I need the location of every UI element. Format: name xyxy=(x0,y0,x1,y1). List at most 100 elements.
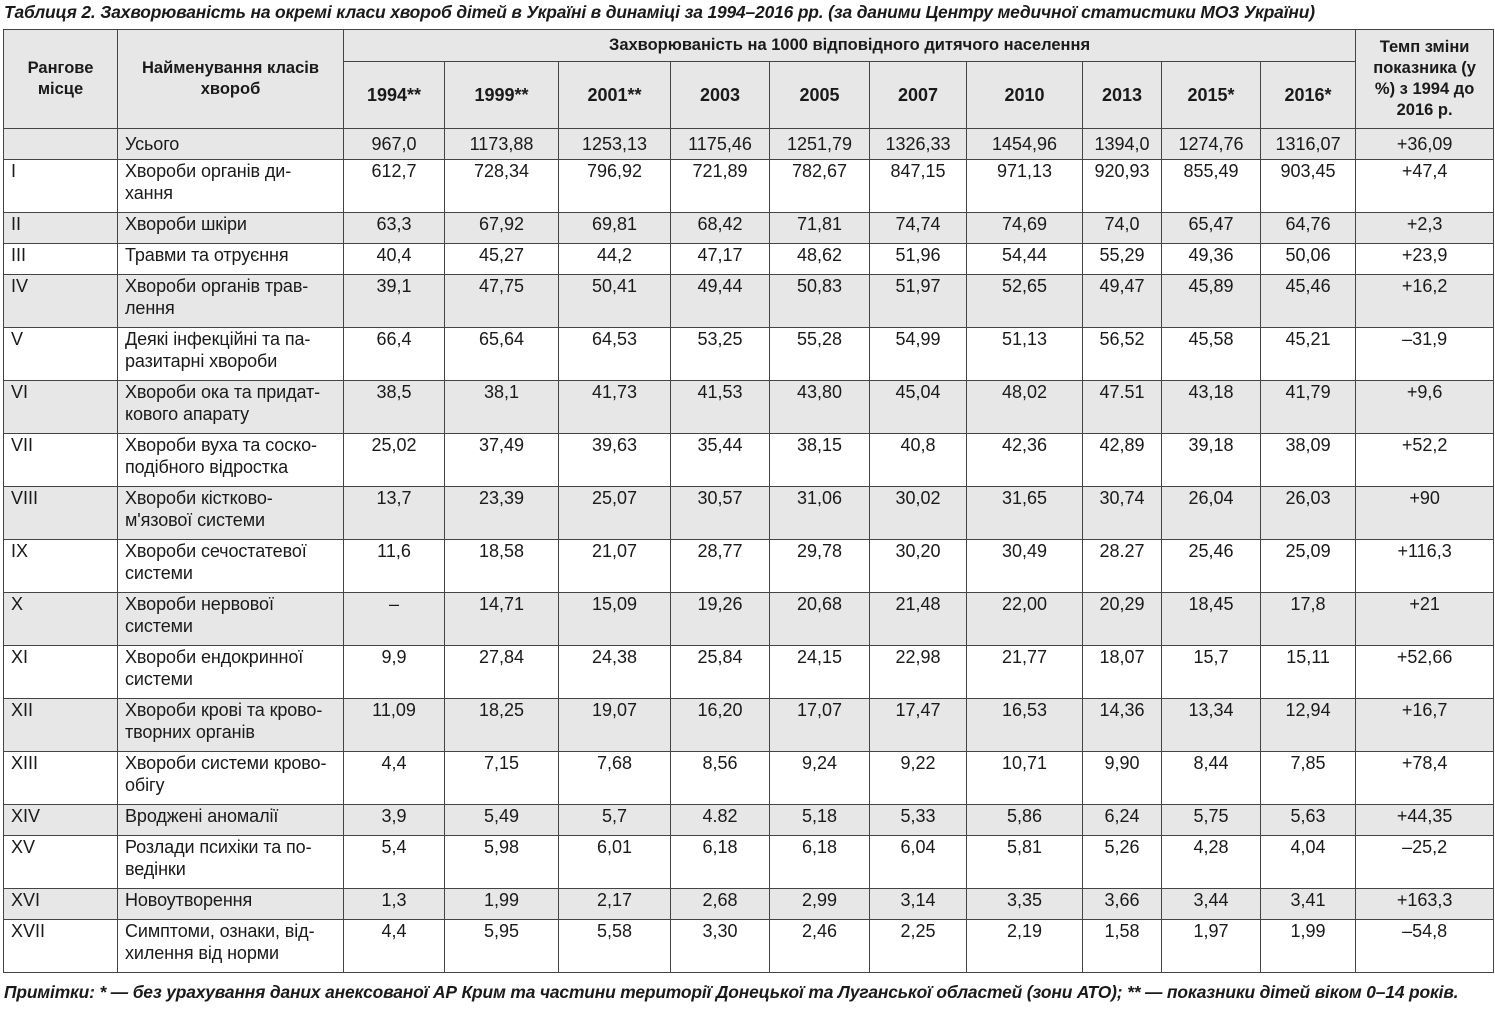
value-cell: 3,41 xyxy=(1259,888,1357,920)
value-cell: 5,7 xyxy=(558,804,671,836)
change-rate-cell: +16,2 xyxy=(1355,274,1495,328)
table-row: II Хвороби шкіри 63,3 67,92 69,81 68,42 71,81 7… xyxy=(3,212,1495,244)
change-rate-cell: +23,9 xyxy=(1355,243,1495,275)
value-cell: 855,49 xyxy=(1161,159,1261,213)
value-cell: 967,0 xyxy=(343,128,445,160)
value-cell: 11,09 xyxy=(343,698,445,752)
value-cell: 9,22 xyxy=(869,751,967,805)
table-row: VI Хвороби ока та придат- кового апарату 3… xyxy=(3,380,1495,434)
value-cell: 1,58 xyxy=(1082,919,1162,973)
value-cell: 65,64 xyxy=(444,327,559,381)
rank-cell: III xyxy=(3,243,118,275)
disease-class-cell: Вроджені аномалії xyxy=(117,804,344,836)
value-cell: 67,92 xyxy=(444,212,559,244)
header-year: 2013 xyxy=(1082,61,1162,129)
value-cell: 920,93 xyxy=(1082,159,1162,213)
value-cell: 6,24 xyxy=(1082,804,1162,836)
value-cell: 74,69 xyxy=(966,212,1083,244)
rank-cell: XII xyxy=(3,698,118,752)
change-rate-cell: +52,2 xyxy=(1355,433,1495,487)
table-row: XI Хвороби ендокринної системи 9,9 27,84 24,… xyxy=(3,645,1495,699)
rank-cell: XVI xyxy=(3,888,118,920)
value-cell: 41,73 xyxy=(558,380,671,434)
header-change-rate: Темп зміни показника (у %) з 1994 до 201… xyxy=(1355,29,1495,129)
header-year: 1999** xyxy=(444,61,559,129)
value-cell: 14,71 xyxy=(444,592,559,646)
value-cell: 5,63 xyxy=(1259,804,1357,836)
value-cell: 41,79 xyxy=(1259,380,1357,434)
value-cell: 3,14 xyxy=(869,888,967,920)
value-cell: 21,48 xyxy=(869,592,967,646)
value-cell: 45,58 xyxy=(1161,327,1261,381)
disease-class-cell: Хвороби вуха та соско- подібного відрост… xyxy=(117,433,344,487)
value-cell: 30,74 xyxy=(1082,486,1162,540)
value-cell: 20,68 xyxy=(769,592,870,646)
value-cell: 612,7 xyxy=(343,159,445,213)
value-cell: 30,02 xyxy=(869,486,967,540)
rank-cell xyxy=(3,128,118,160)
value-cell: 9,24 xyxy=(769,751,870,805)
value-cell: 25,07 xyxy=(558,486,671,540)
rank-cell: IX xyxy=(3,539,118,593)
value-cell: 1316,07 xyxy=(1259,128,1357,160)
value-cell: 4,4 xyxy=(343,919,445,973)
value-cell: 5,98 xyxy=(444,835,559,889)
morbidity-table: Рангове місце Найменування класів хвороб… xyxy=(3,29,1495,973)
value-cell: 25,02 xyxy=(343,433,445,487)
rank-cell: VII xyxy=(3,433,118,487)
value-cell: 74,0 xyxy=(1082,212,1162,244)
value-cell: 19,26 xyxy=(670,592,770,646)
value-cell: 43,18 xyxy=(1161,380,1261,434)
value-cell: 5,26 xyxy=(1082,835,1162,889)
value-cell: 721,89 xyxy=(670,159,770,213)
value-cell: 1454,96 xyxy=(966,128,1083,160)
disease-class-cell: Травми та отруєння xyxy=(117,243,344,275)
value-cell: 5,81 xyxy=(966,835,1083,889)
value-cell: 6,04 xyxy=(869,835,967,889)
value-cell: 13,7 xyxy=(343,486,445,540)
value-cell: 4,4 xyxy=(343,751,445,805)
rank-cell: XV xyxy=(3,835,118,889)
disease-class-cell: Хвороби крові та крово- творних органів xyxy=(117,698,344,752)
disease-class-cell: Хвороби ока та придат- кового апарату xyxy=(117,380,344,434)
disease-class-cell: Хвороби кістково- м'язової системи xyxy=(117,486,344,540)
value-cell: 26,04 xyxy=(1161,486,1261,540)
value-cell: 782,67 xyxy=(769,159,870,213)
table-title: Таблиця 2. Захворюваність на окремі клас… xyxy=(4,2,1315,22)
value-cell: 5,33 xyxy=(869,804,967,836)
value-cell: 45,21 xyxy=(1259,327,1357,381)
value-cell: 20,29 xyxy=(1082,592,1162,646)
change-rate-cell: +78,4 xyxy=(1355,751,1495,805)
value-cell: 2,19 xyxy=(966,919,1083,973)
value-cell: 1,99 xyxy=(1259,919,1357,973)
value-cell: 41,53 xyxy=(670,380,770,434)
value-cell: 1175,46 xyxy=(670,128,770,160)
disease-class-cell: Новоутворення xyxy=(117,888,344,920)
header-disease-class: Найменування класів хвороб xyxy=(117,29,344,129)
disease-class-cell: Деякі інфекційні та па- разитарні хвороб… xyxy=(117,327,344,381)
value-cell: 39,63 xyxy=(558,433,671,487)
value-cell: 5,75 xyxy=(1161,804,1261,836)
change-rate-cell: +116,3 xyxy=(1355,539,1495,593)
value-cell: 8,56 xyxy=(670,751,770,805)
rank-cell: V xyxy=(3,327,118,381)
value-cell: 30,49 xyxy=(966,539,1083,593)
value-cell: 4,04 xyxy=(1259,835,1357,889)
value-cell: 11,6 xyxy=(343,539,445,593)
table-row: XV Розлади психіки та по- ведінки 5,4 5,98 6… xyxy=(3,835,1495,889)
value-cell: 45,27 xyxy=(444,243,559,275)
value-cell: 39,1 xyxy=(343,274,445,328)
value-cell: 1394,0 xyxy=(1082,128,1162,160)
rank-cell: XVII xyxy=(3,919,118,973)
header-year: 2003 xyxy=(670,61,770,129)
value-cell: 25,46 xyxy=(1161,539,1261,593)
value-cell: 2,25 xyxy=(869,919,967,973)
value-cell: 5,4 xyxy=(343,835,445,889)
value-cell: 16,20 xyxy=(670,698,770,752)
rank-cell: VI xyxy=(3,380,118,434)
table-row: I Хвороби органів ди- хання 612,7 728,34 796… xyxy=(3,159,1495,213)
rank-cell: XI xyxy=(3,645,118,699)
value-cell: 6,18 xyxy=(670,835,770,889)
value-cell: 19,07 xyxy=(558,698,671,752)
disease-class-cell: Хвороби нервової системи xyxy=(117,592,344,646)
